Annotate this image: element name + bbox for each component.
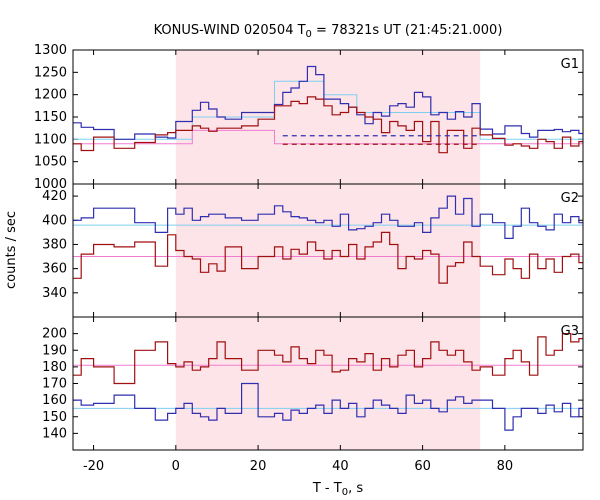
series-red bbox=[73, 333, 583, 385]
x-tick-label: 80 bbox=[497, 459, 514, 474]
panel-name: G1 bbox=[561, 57, 579, 72]
series-blue bbox=[73, 382, 583, 431]
y-tick-label: 340 bbox=[42, 286, 67, 301]
series-red bbox=[73, 231, 583, 284]
y-axis-label: counts / sec bbox=[4, 211, 19, 289]
y-tick-label: 1050 bbox=[34, 155, 67, 170]
y-tick-label: 1000 bbox=[34, 177, 67, 192]
y-tick-label: 150 bbox=[42, 410, 67, 425]
y-tick-label: 1150 bbox=[34, 110, 67, 125]
x-tick-label: -20 bbox=[83, 459, 104, 474]
panel-name: G3 bbox=[561, 324, 579, 339]
x-axis-label: T - T0, s bbox=[312, 481, 363, 498]
xlabel-subscript: 0 bbox=[342, 487, 348, 498]
y-tick-label: 1100 bbox=[34, 132, 67, 147]
y-tick-label: 190 bbox=[42, 343, 67, 358]
shaded-interval bbox=[175, 50, 481, 450]
y-tick-label: 360 bbox=[42, 262, 67, 277]
y-tick-label: 180 bbox=[42, 360, 67, 375]
panel-name: G2 bbox=[561, 191, 579, 206]
x-tick-label: 60 bbox=[414, 459, 431, 474]
y-tick-label: 200 bbox=[42, 327, 67, 342]
xlabel-suffix: , s bbox=[348, 481, 363, 496]
y-tick-label: 1250 bbox=[34, 65, 67, 80]
plot-area: 1000 1050 1100 1150 1200 1250 1300 G1 340 360 380 4… bbox=[34, 43, 584, 474]
x-tick-label: 0 bbox=[172, 459, 180, 474]
xlabel-prefix: T - T bbox=[312, 481, 342, 496]
y-tick-label: 170 bbox=[42, 377, 67, 392]
title-prefix: KONUS-WIND 020504 T bbox=[154, 23, 306, 38]
chart-title: KONUS-WIND 020504 T0 = 78321s UT (21:45:… bbox=[154, 23, 503, 40]
y-tick-label: 160 bbox=[42, 393, 67, 408]
y-tick-label: 1300 bbox=[34, 43, 67, 58]
y-tick-label: 1200 bbox=[34, 88, 67, 103]
x-tick-label: 20 bbox=[250, 459, 267, 474]
y-tick-label: 380 bbox=[42, 237, 67, 252]
y-tick-label: 400 bbox=[42, 213, 67, 228]
x-tick-label: 40 bbox=[332, 459, 349, 474]
y-tick-label: 420 bbox=[42, 189, 67, 204]
title-subscript: 0 bbox=[306, 29, 312, 40]
panel-frame bbox=[72, 316, 584, 451]
panel-g1: 1000 1050 1100 1150 1200 1250 1300 G1 bbox=[34, 43, 584, 192]
y-tick-label: 140 bbox=[42, 426, 67, 441]
series-red bbox=[73, 96, 583, 154]
series-blue bbox=[73, 195, 583, 239]
title-suffix: = 78321s UT (21:45:21.000) bbox=[312, 23, 502, 38]
